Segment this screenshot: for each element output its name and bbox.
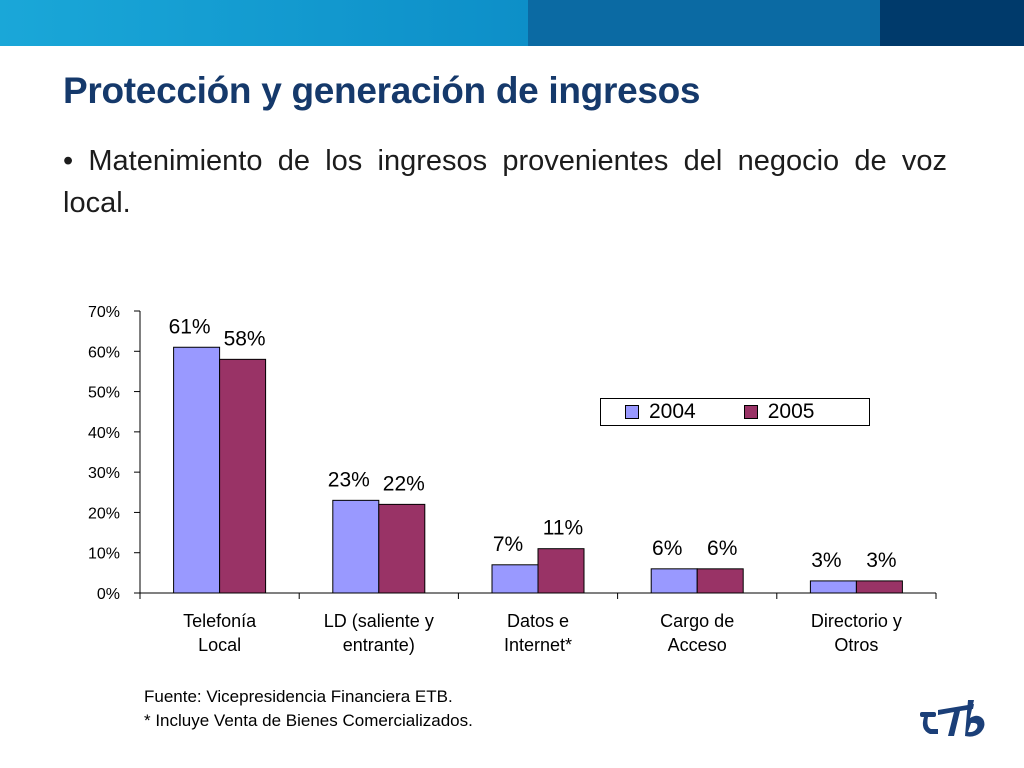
source-note-block: Fuente: Vicepresidencia Financiera ETB. … (144, 685, 473, 733)
y-tick-label: 20% (88, 505, 120, 522)
chart-legend: 2004 2005 (600, 398, 870, 426)
data-label-2005: 22% (383, 472, 425, 495)
x-category-label: Datos e (507, 611, 569, 631)
y-tick-label: 0% (97, 586, 120, 603)
source-note: Fuente: Vicepresidencia Financiera ETB. (144, 687, 453, 706)
y-tick-label: 60% (88, 344, 120, 361)
x-category-label: entrante) (343, 635, 415, 655)
x-category-label: Internet* (504, 635, 572, 655)
bar-2005 (219, 358, 267, 594)
data-label-2005: 58% (224, 327, 266, 350)
legend-swatch-2005 (743, 405, 758, 419)
bar-2004 (332, 499, 380, 594)
x-category-label: Directorio y (811, 611, 902, 631)
x-category-label: Cargo de (660, 611, 734, 631)
data-label-2004: 6% (652, 537, 682, 560)
bar-2005 (378, 503, 426, 594)
data-label-2005: 6% (707, 537, 737, 560)
x-category-label: Otros (834, 635, 878, 655)
bar-2004 (809, 580, 857, 594)
legend-label-2004: 2004 (649, 400, 696, 423)
data-label-2004: 3% (811, 549, 841, 572)
bar-2005 (537, 548, 585, 594)
bullet-text: • Matenimiento de los ingresos provenien… (63, 145, 947, 219)
legend-item-2005: 2005 (743, 400, 815, 424)
data-label-2005: 11% (543, 517, 583, 540)
x-category-label: Telefonía (183, 611, 257, 631)
x-category-label: Local (198, 635, 241, 655)
slide-title: Protección y generación de ingresos (63, 70, 701, 111)
data-label-2004: 23% (328, 468, 370, 491)
header-band-light (0, 0, 528, 46)
data-label-2004: 61% (169, 315, 211, 338)
header-band-dark (880, 0, 1024, 46)
bar-2005 (855, 580, 903, 594)
x-category-label: LD (saliente y (324, 611, 434, 631)
header-band-mid (528, 0, 880, 46)
data-label-2005: 3% (866, 549, 896, 572)
y-tick-label: 50% (88, 385, 120, 402)
x-category-label: Acceso (668, 635, 727, 655)
data-label-2004: 7% (493, 533, 523, 556)
legend-swatch-2004 (625, 405, 639, 419)
y-tick-label: 30% (88, 465, 120, 482)
bar-2004 (650, 568, 698, 594)
legend-label-2005: 2005 (767, 400, 815, 423)
etb-logo-icon (920, 700, 985, 737)
bar-2004 (173, 346, 221, 594)
bar-2004 (491, 564, 539, 594)
bar-2005 (696, 568, 744, 594)
y-tick-label: 40% (88, 425, 120, 442)
y-tick-label: 70% (88, 304, 120, 321)
footnote: * Incluye Venta de Bienes Comercializado… (144, 711, 473, 730)
y-tick-label: 10% (88, 546, 120, 563)
legend-item-2004: 2004 (625, 400, 696, 424)
